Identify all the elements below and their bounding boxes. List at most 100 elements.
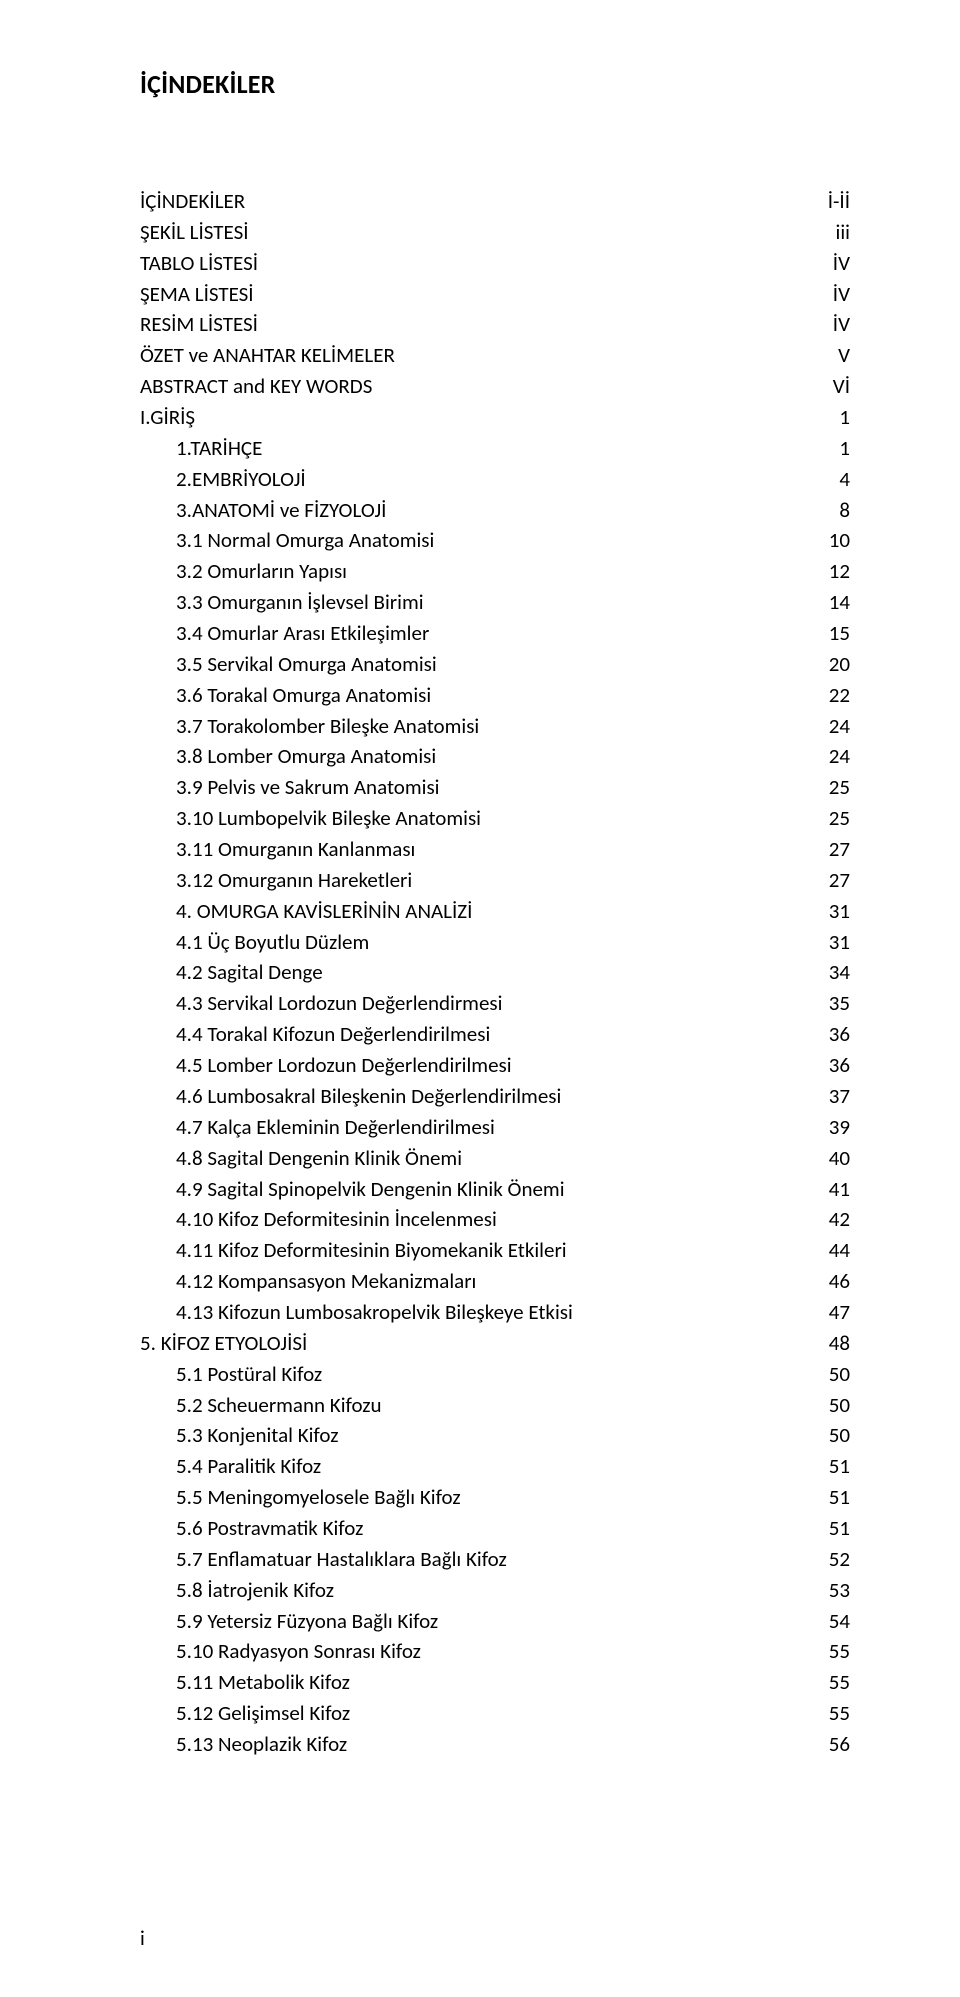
toc-entry-label: 5.4 Paralitik Kifoz [176,1451,321,1482]
toc-entry-page: 36 [817,1050,850,1081]
toc-entry-page: 50 [817,1420,850,1451]
toc-entry: 3.6 Torakal Omurga Anatomisi22 [140,680,850,711]
toc-entry-page: 24 [817,711,850,742]
toc-entry-page: 55 [817,1636,850,1667]
toc-entry-label: 3.8 Lomber Omurga Anatomisi [176,741,436,772]
toc-entry: 3.9 Pelvis ve Sakrum Anatomisi25 [140,772,850,803]
toc-entry: ŞEKİL LİSTESİ iii [140,217,850,248]
toc-entry-page: 51 [817,1482,850,1513]
toc-entry: 5.2 Scheuermann Kifozu50 [140,1390,850,1421]
toc-entry-label: 4.2 Sagital Denge [176,957,323,988]
document-page: İÇİNDEKİLER İÇİNDEKİLERİ-İİŞEKİL LİSTESİ… [0,0,960,1997]
toc-entry-label: 1.TARİHÇE [176,433,262,464]
toc-entry: 3.8 Lomber Omurga Anatomisi 24 [140,741,850,772]
toc-entry-label: 4.12 Kompansasyon Mekanizmaları [176,1266,476,1297]
toc-entry-page: 35 [817,988,850,1019]
toc-entry: ABSTRACT and KEY WORDSVİ [140,371,850,402]
toc-entry-label: 3.5 Servikal Omurga Anatomisi [176,649,437,680]
toc-entry-label: ŞEMA LİSTESİ [140,279,254,310]
toc-entry: 4.5 Lomber Lordozun Değerlendirilmesi 36 [140,1050,850,1081]
toc-entry: 3.12 Omurganın Hareketleri27 [140,865,850,896]
toc-entry-page: 56 [817,1729,850,1760]
toc-entry: 3.4 Omurlar Arası Etkileşimler15 [140,618,850,649]
toc-entry-label: 3.9 Pelvis ve Sakrum Anatomisi [176,772,439,803]
toc-entry-label: 4.7 Kalça Ekleminin Değerlendirilmesi [176,1112,495,1143]
toc-entry-label: 5.11 Metabolik Kifoz [176,1667,350,1698]
toc-entry: 3.1 Normal Omurga Anatomisi10 [140,525,850,556]
toc-entry-label: 4.4 Torakal Kifozun Değerlendirilmesi [176,1019,490,1050]
toc-entry-label: ÖZET ve ANAHTAR KELİMELER [140,340,395,371]
toc-entry-page: 22 [817,680,850,711]
toc-entry-page: İV [821,279,850,310]
toc-entry-label: 4.1 Üç Boyutlu Düzlem [176,927,369,958]
toc-entry-label: 5.7 Enflamatuar Hastalıklara Bağlı Kifoz [176,1544,507,1575]
toc-entry-page: 1 [827,402,850,433]
toc-entry: 5.10 Radyasyon Sonrası Kifoz55 [140,1636,850,1667]
toc-entry-page: 37 [817,1081,850,1112]
toc-entry-label: 4.9 Sagital Spinopelvik Dengenin Klinik … [176,1174,565,1205]
toc-entry-label: 5.1 Postüral Kifoz [176,1359,322,1390]
toc-entry: 1.TARİHÇE1 [140,433,850,464]
toc-entry-page: 10 [817,525,850,556]
toc-entry-page: 39 [817,1112,850,1143]
toc-entry-label: 4.5 Lomber Lordozun Değerlendirilmesi [176,1050,512,1081]
toc-entry-page: 46 [817,1266,850,1297]
toc-entry-label: 5.6 Postravmatik Kifoz [176,1513,363,1544]
toc-entry: 3.10 Lumbopelvik Bileşke Anatomisi25 [140,803,850,834]
toc-entry: 4.9 Sagital Spinopelvik Dengenin Klinik … [140,1174,850,1205]
toc-entry: 4.4 Torakal Kifozun Değerlendirilmesi 36 [140,1019,850,1050]
toc-entry-label: 3.2 Omurların Yapısı [176,556,347,587]
toc-entry: 4.11 Kifoz Deformitesinin Biyomekanik Et… [140,1235,850,1266]
toc-entry-label: 4.6 Lumbosakral Bileşkenin Değerlendiril… [176,1081,561,1112]
toc-entry-page: 52 [817,1544,850,1575]
toc-entry-page: 31 [817,927,850,958]
toc-entry-page: 27 [817,834,850,865]
toc-entry: 5.11 Metabolik Kifoz55 [140,1667,850,1698]
toc-entry: 4.7 Kalça Ekleminin Değerlendirilmesi 39 [140,1112,850,1143]
toc-entry: 3.7 Torakolomber Bileşke Anatomisi 24 [140,711,850,742]
toc-entry-label: ŞEKİL LİSTESİ [140,217,249,248]
toc-entry: 5.4 Paralitik Kifoz51 [140,1451,850,1482]
toc-entry-label: 5.3 Konjenital Kifoz [176,1420,339,1451]
toc-entry: 5.12 Gelişimsel Kifoz55 [140,1698,850,1729]
toc-entry: 4.1 Üç Boyutlu Düzlem 31 [140,927,850,958]
toc-entry-label: 4.10 Kifoz Deformitesinin İncelenmesi [176,1204,497,1235]
toc-entry-page: 36 [817,1019,850,1050]
toc-entry: 3.11 Omurganın Kanlanması 27 [140,834,850,865]
toc-entry-label: 4.8 Sagital Dengenin Klinik Önemi [176,1143,462,1174]
toc-entry: 5.6 Postravmatik Kifoz51 [140,1513,850,1544]
toc-entry: 5.1 Postüral Kifoz50 [140,1359,850,1390]
toc-entry-page: 4 [827,464,850,495]
toc-entry-label: 4.11 Kifoz Deformitesinin Biyomekanik Et… [176,1235,567,1266]
table-of-contents: İÇİNDEKİLERİ-İİŞEKİL LİSTESİiiiTABLO LİS… [140,186,850,1760]
toc-entry-page: 48 [817,1328,850,1359]
toc-entry-label: RESİM LİSTESİ [140,309,258,340]
toc-entry-label: İÇİNDEKİLER [140,186,245,217]
toc-entry-page: 31 [817,896,850,927]
toc-entry-page: 24 [817,741,850,772]
toc-entry: 4.2 Sagital Denge34 [140,957,850,988]
toc-entry-page: 54 [817,1606,850,1637]
toc-entry-page: 25 [817,803,850,834]
toc-entry: 5.9 Yetersiz Füzyona Bağlı Kifoz 54 [140,1606,850,1637]
toc-entry: 5.7 Enflamatuar Hastalıklara Bağlı Kifoz… [140,1544,850,1575]
toc-entry-label: TABLO LİSTESİ [140,248,258,279]
toc-entry-page: 8 [827,495,850,526]
toc-entry-label: 3.7 Torakolomber Bileşke Anatomisi [176,711,479,742]
toc-entry: TABLO LİSTESİ İV [140,248,850,279]
toc-entry-page: 53 [817,1575,850,1606]
toc-entry-label: I.GİRİŞ [140,402,195,433]
toc-entry-page: 47 [817,1297,850,1328]
page-number: i [140,1925,145,1951]
toc-entry: 4.6 Lumbosakral Bileşkenin Değerlendiril… [140,1081,850,1112]
toc-entry-label: 5.9 Yetersiz Füzyona Bağlı Kifoz [176,1606,438,1637]
toc-entry-label: 3.4 Omurlar Arası Etkileşimler [176,618,429,649]
toc-entry: ÖZET ve ANAHTAR KELİMELERV [140,340,850,371]
toc-entry: 4.3 Servikal Lordozun Değerlendirmesi35 [140,988,850,1019]
toc-entry-page: iii [824,217,850,248]
toc-entry-page: 42 [817,1204,850,1235]
toc-entry-label: 5.2 Scheuermann Kifozu [176,1390,382,1421]
toc-entry-label: 3.11 Omurganın Kanlanması [176,834,415,865]
toc-entry-page: 27 [817,865,850,896]
toc-entry-page: İV [821,248,850,279]
